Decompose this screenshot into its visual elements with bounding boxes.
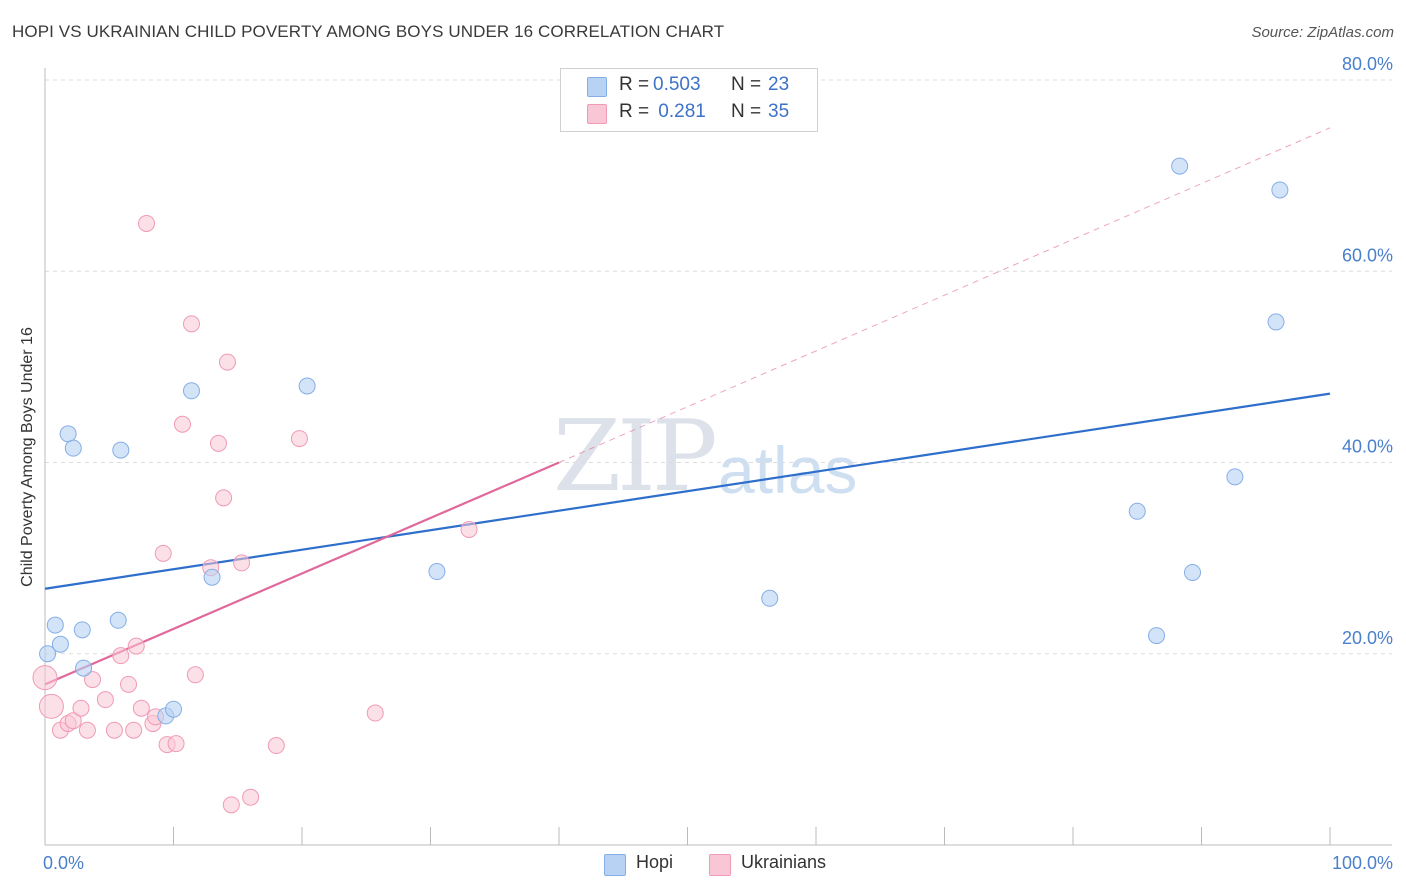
x-tick-label-min: 0.0% [43, 853, 84, 873]
hopi-point [428, 563, 446, 581]
hopi-point [1184, 563, 1202, 581]
ukrainians-point [222, 796, 240, 814]
hopi-point [1128, 502, 1146, 520]
ukrainians-point [127, 637, 145, 655]
ukrainians-point [84, 671, 102, 689]
ukrainians-point [460, 520, 478, 538]
ukrainians-point [105, 721, 123, 739]
x-tick-label-max: 100.0% [1332, 853, 1393, 873]
correlation-legend: R = 0.503 N = 23 R = 0.281 N = 35 [560, 68, 818, 132]
hopi-point [298, 377, 316, 395]
hopi-legend-swatch [604, 854, 626, 876]
ukrainians-point [96, 691, 114, 709]
hopi-point [73, 621, 91, 639]
hopi-point [165, 700, 182, 718]
hopi-trend-line [44, 392, 1331, 590]
point-layer [32, 157, 1289, 814]
ukrainians-point [125, 721, 143, 739]
y-tick-label-40: 40.0% [1342, 437, 1393, 457]
chart-source: Source: ZipAtlas.com [1251, 24, 1394, 41]
hopi-point [46, 616, 64, 634]
hopi-point [1171, 157, 1189, 175]
y-tick-label-60: 60.0% [1342, 245, 1393, 265]
ukrainians-point [218, 353, 236, 371]
ukrainians-point [167, 735, 185, 753]
ukrainians-n-value: 35 [768, 101, 790, 122]
ukrainians-n-label: N = [731, 101, 762, 122]
ukrainians-legend-label: Ukrainians [741, 852, 827, 872]
hopi-point [1271, 181, 1289, 199]
ukrainians-point [120, 675, 138, 693]
ukrainians-point [290, 430, 308, 448]
y-tick-label-80: 80.0% [1342, 54, 1393, 74]
ukrainians-point [267, 737, 285, 755]
ukrainians-point [138, 214, 156, 232]
ukrainians-point [132, 699, 150, 717]
hopi-point [761, 589, 779, 607]
ukrainians-swatch [587, 104, 607, 124]
hopi-point [109, 611, 127, 629]
ukrainians-point [112, 647, 130, 665]
hopi-point [75, 659, 93, 677]
hopi-point [182, 382, 200, 400]
ukrainians-legend-swatch [709, 854, 731, 876]
ukrainians-point [209, 434, 227, 452]
ukrainians-point [38, 693, 64, 719]
hopi-r-value: 0.503 [653, 74, 701, 95]
chart-title: HOPI VS UKRAINIAN CHILD POVERTY AMONG BO… [12, 22, 725, 41]
trend-layer [44, 127, 1331, 686]
ukrainians-point [182, 315, 200, 333]
hopi-n-value: 23 [768, 74, 790, 95]
ukrainians-r-label: R = [619, 101, 650, 122]
hopi-point [1226, 468, 1244, 486]
hopi-point [39, 645, 57, 663]
hopi-n-label: N = [731, 74, 762, 95]
ukrainians-point [32, 665, 58, 691]
ukrainians-point [215, 489, 233, 507]
ukrainians-point [154, 544, 172, 562]
ukrainians-point [78, 721, 96, 739]
watermark-zip: ZIP [553, 400, 718, 514]
ukrainians-point [242, 788, 260, 806]
ukrainians-point [186, 666, 204, 684]
hopi-legend-label: Hopi [636, 852, 674, 872]
hopi-point [203, 568, 221, 586]
hopi-point [1267, 313, 1285, 331]
label-layer: 20.0% 40.0% 60.0% 80.0% 0.0% 100.0% [43, 54, 1393, 873]
ukrainians-trend-extension [558, 127, 1331, 463]
ukrainians-point [233, 554, 251, 572]
hopi-point [59, 425, 77, 443]
ukrainians-point [366, 704, 384, 722]
axis-layer [44, 68, 1392, 846]
hopi-r-label: R = [619, 74, 650, 95]
ukrainians-r-value: 0.281 [653, 101, 706, 122]
ukrainians-point [64, 712, 82, 730]
hopi-point [64, 439, 82, 457]
hopi-swatch [587, 77, 607, 97]
ukrainians-point [72, 699, 90, 717]
hopi-point [1148, 627, 1166, 645]
ukrainians-point [173, 415, 191, 433]
y-tick-label-20: 20.0% [1342, 628, 1393, 648]
hopi-point [112, 441, 130, 459]
hopi-point [51, 635, 69, 653]
